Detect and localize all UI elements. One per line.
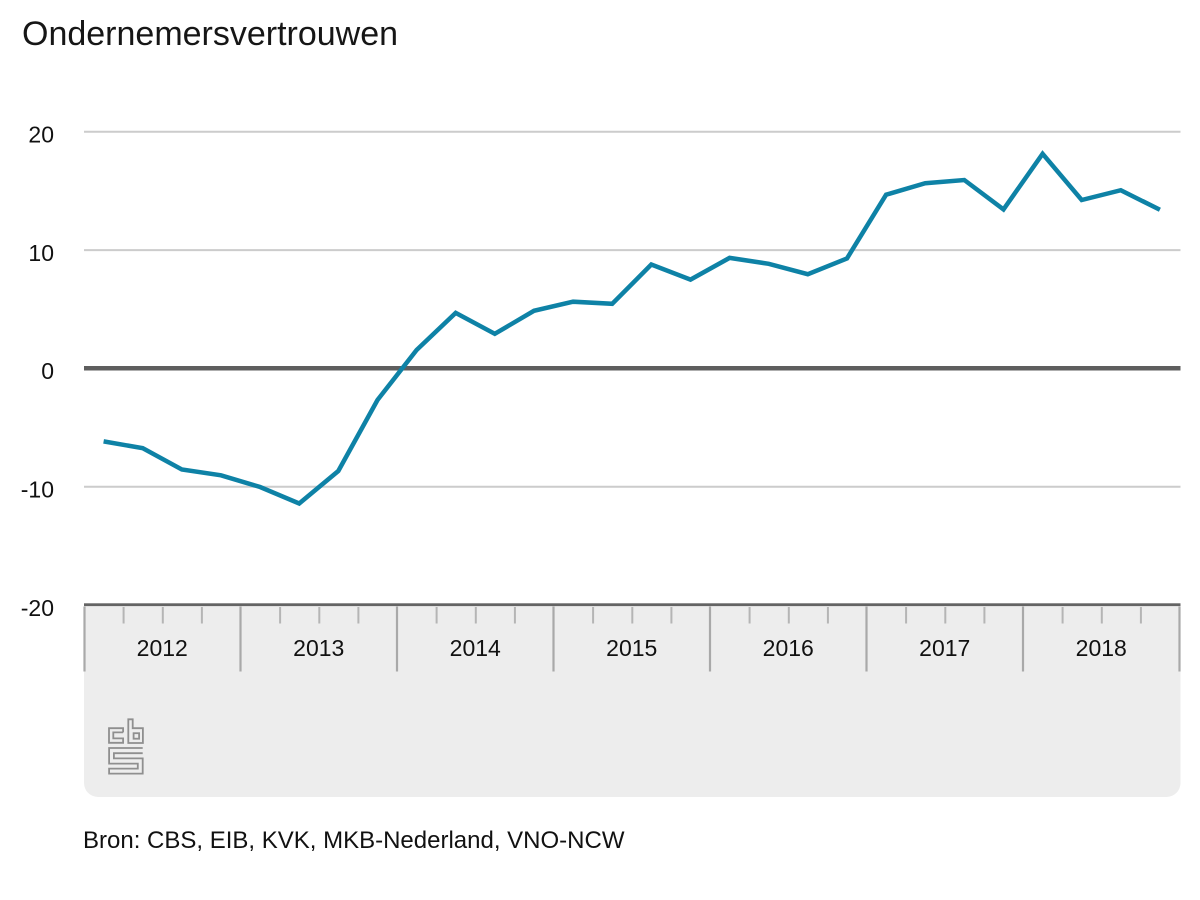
svg-text:2014: 2014: [450, 635, 501, 661]
svg-text:10: 10: [28, 240, 54, 266]
svg-text:2012: 2012: [137, 635, 188, 661]
svg-text:2016: 2016: [763, 635, 814, 661]
svg-text:0: 0: [41, 358, 54, 384]
svg-text:2018: 2018: [1076, 635, 1127, 661]
svg-text:Ondernemersvertrouwen: Ondernemersvertrouwen: [22, 15, 398, 53]
svg-text:2013: 2013: [293, 635, 344, 661]
svg-text:-10: -10: [21, 477, 54, 503]
svg-text:2017: 2017: [919, 635, 970, 661]
svg-text:20: 20: [28, 121, 54, 147]
svg-text:2015: 2015: [606, 635, 657, 661]
svg-text:Bron: CBS, EIB, KVK, MKB-Neder: Bron: CBS, EIB, KVK, MKB-Nederland, VNO-…: [83, 827, 625, 854]
svg-text:-20: -20: [21, 595, 54, 621]
